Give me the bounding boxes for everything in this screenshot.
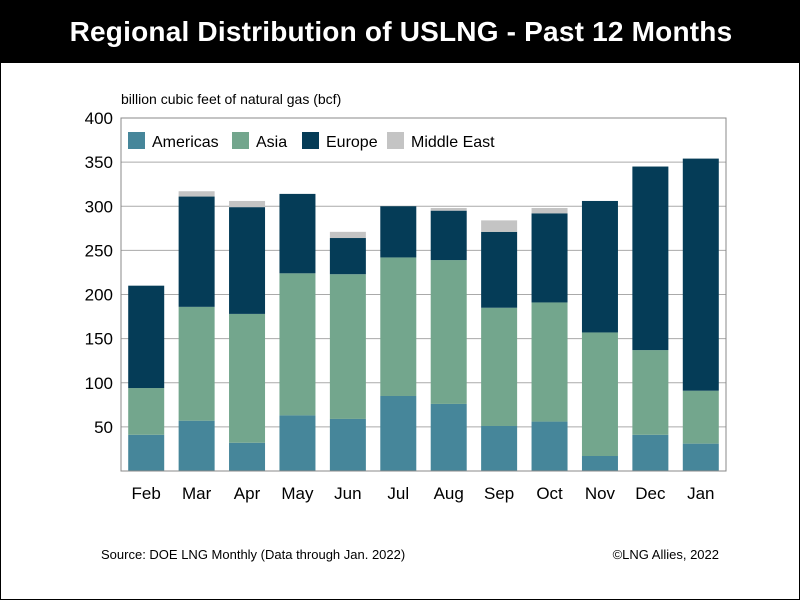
bar-segment	[682, 158, 719, 391]
plot-border	[120, 117, 727, 472]
bar-segment	[632, 166, 669, 351]
bar-segment	[531, 208, 568, 214]
y-tick-label: 150	[85, 330, 113, 349]
bar-segment	[329, 418, 366, 471]
bar-segment	[128, 434, 165, 471]
y-tick-label: 200	[85, 286, 113, 305]
x-tick-label: Oct	[536, 484, 563, 503]
bar-segment	[430, 260, 467, 404]
bar-segment	[481, 425, 518, 471]
y-tick-label: 350	[85, 153, 113, 172]
bar-segment	[128, 285, 165, 389]
legend-swatch	[232, 132, 249, 149]
bar-segment	[279, 273, 316, 416]
bar-segment	[481, 231, 518, 308]
bar-segment	[581, 332, 618, 456]
x-tick-label: Sep	[484, 484, 514, 503]
x-tick-label: Feb	[132, 484, 161, 503]
bar-segment	[531, 302, 568, 422]
bar-segment	[229, 200, 266, 208]
x-tick-label: Jul	[387, 484, 409, 503]
bar-segment	[430, 208, 467, 211]
y-tick-label: 400	[85, 109, 113, 128]
y-tick-label: 250	[85, 241, 113, 260]
bar-segment	[229, 207, 266, 314]
bar-segment	[229, 313, 266, 443]
bar-segment	[279, 193, 316, 274]
bar-segment	[380, 395, 417, 471]
bar-segment	[329, 238, 366, 275]
source-note: Source: DOE LNG Monthly (Data through Ja…	[101, 547, 406, 562]
bar-segment	[128, 388, 165, 435]
y-tick-label: 300	[85, 197, 113, 216]
bar-segment	[581, 200, 618, 333]
x-tick-label: Dec	[635, 484, 666, 503]
bar-segment	[380, 257, 417, 396]
bar-segment	[380, 206, 417, 258]
y-axis-unit-label: billion cubic feet of natural gas (bcf)	[121, 91, 342, 107]
legend-swatch	[302, 132, 319, 149]
legend-swatch	[387, 132, 404, 149]
x-tick-label: Aug	[434, 484, 464, 503]
bar-segment	[178, 191, 215, 197]
bar-segment	[481, 307, 518, 426]
bar-segment	[329, 274, 366, 419]
bar-segment	[178, 196, 215, 307]
x-tick-label: Jun	[334, 484, 361, 503]
legend-label: Europe	[326, 134, 378, 151]
bar-segment	[229, 442, 266, 471]
bar-segment	[632, 350, 669, 435]
bar-segment	[531, 213, 568, 303]
stacked-bar-chart: 50 100 150 200 250 300 350 400 Feb Mar Apr May Jun Ju…	[85, 109, 727, 503]
legend-label: Asia	[256, 134, 287, 151]
bar-segment	[531, 421, 568, 471]
bar-segment	[682, 443, 719, 471]
legend-label: Middle East	[411, 134, 495, 151]
bar-segment	[481, 220, 518, 232]
bar-segment	[682, 390, 719, 444]
bar-segment	[279, 415, 316, 471]
x-tick-label: Mar	[182, 484, 212, 503]
y-tick-label: 100	[85, 374, 113, 393]
bar-segment	[581, 455, 618, 471]
bar-segment	[430, 403, 467, 471]
page-title: Regional Distribution of USLNG - Past 12…	[1, 1, 800, 63]
bar-segment	[430, 210, 467, 261]
x-tick-label: Nov	[585, 484, 616, 503]
legend-swatch	[128, 132, 145, 149]
bar-segment	[329, 231, 366, 239]
y-tick-label: 50	[94, 418, 113, 437]
bar-segment	[178, 420, 215, 471]
x-tick-label: Jan	[687, 484, 714, 503]
bar-segment	[178, 306, 215, 421]
legend-label: Americas	[152, 134, 219, 151]
copyright-note: ©LNG Allies, 2022	[612, 547, 719, 562]
bar-segment	[632, 434, 669, 471]
x-tick-label: Apr	[234, 484, 261, 503]
x-tick-label: May	[281, 484, 314, 503]
